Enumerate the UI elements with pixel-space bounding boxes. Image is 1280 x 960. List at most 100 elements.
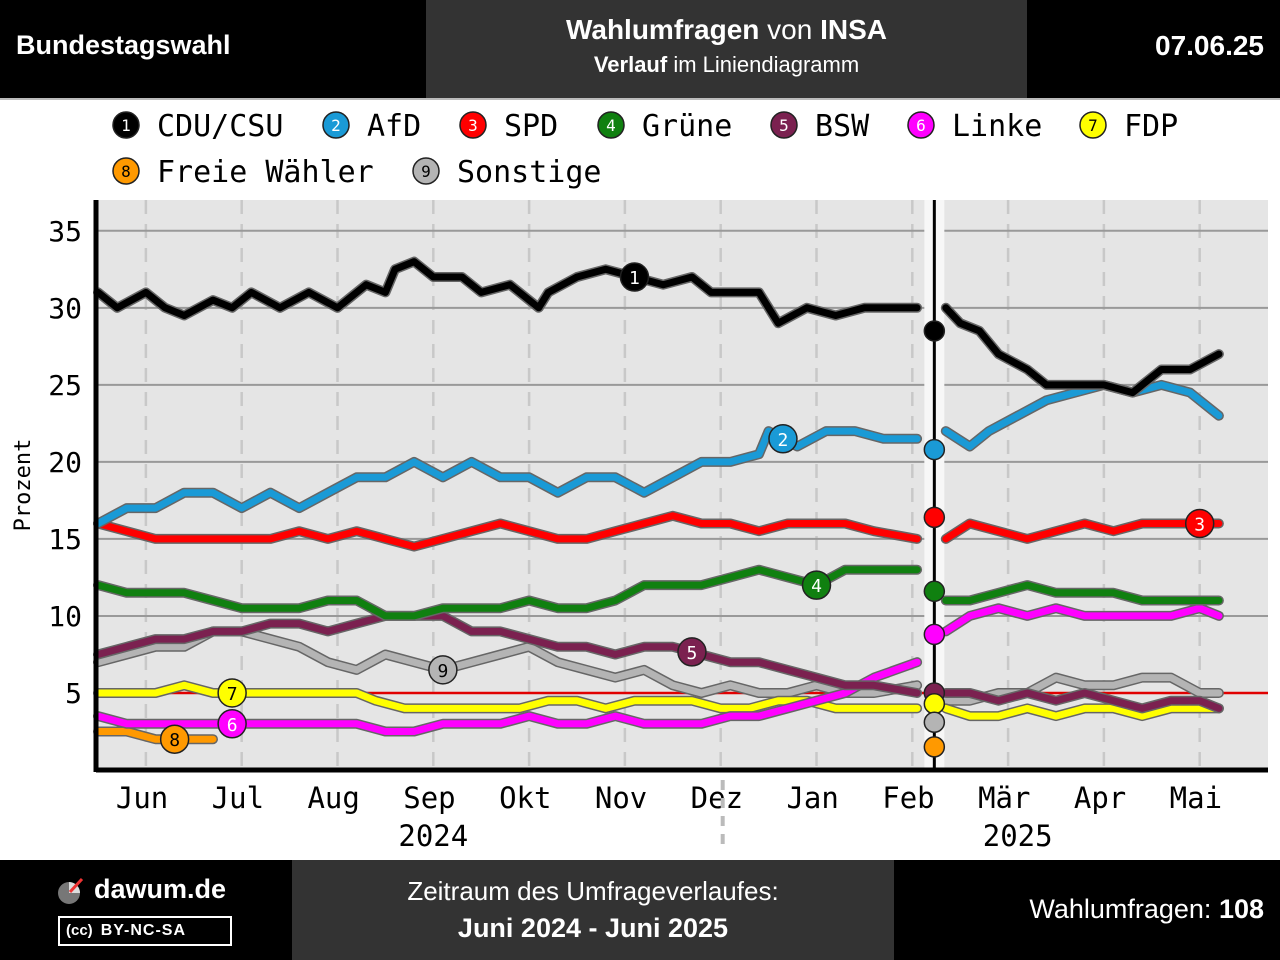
legend-number-spd: 3 [468, 116, 478, 135]
legend-number-afd: 2 [331, 116, 341, 135]
series-label-number-freie-waehler: 8 [169, 730, 180, 751]
x-tick-label: Mai [1170, 781, 1222, 815]
series-label-sonstige: 9 [428, 655, 458, 685]
series-line-fdp [942, 704, 1223, 720]
series-label-number-bsw: 5 [687, 643, 698, 664]
legend-label-fdp: FDP [1124, 109, 1178, 144]
series-line-afd [942, 381, 1223, 450]
election-result-linke [923, 623, 946, 646]
series-label-marker-linke [217, 709, 247, 739]
legend-marker-bsw [770, 111, 798, 139]
legend-label-bsw: BSW [815, 109, 870, 144]
series-label-number-cdu-csu: 1 [629, 268, 640, 289]
series-label-marker-sonstige [428, 655, 458, 685]
election-result-freie-waehler [923, 736, 946, 758]
x-tick-label: Jan [786, 781, 838, 815]
election-result-fdp [923, 693, 946, 715]
series-label-number-fdp: 7 [227, 684, 238, 705]
poll-count: Wahlumfragen: 108 [1029, 894, 1264, 924]
series-label-marker-afd [768, 424, 798, 454]
dawum-logo-icon [58, 877, 84, 904]
y-axis-label: Prozent [11, 439, 36, 532]
legend-label-afd: AfD [367, 109, 421, 144]
y-tick-label: 5 [65, 677, 82, 710]
series-line-cdu-csu [94, 258, 921, 327]
period-block: Zeitraum des Umfrageverlaufes: Juni 2024… [292, 860, 894, 960]
series-label-marker-freie-waehler [159, 724, 190, 754]
series-label-marker-spd [1184, 508, 1215, 539]
legend-marker-sonstige [412, 157, 440, 185]
poll-chart: 1 CDU/CSU 2 AfD 3 SPD 4 Grüne 5 BSW 6 Linke 7 FDP 8 Fre… [11, 109, 1268, 853]
x-tick-label: Jul [212, 781, 264, 815]
legend-item-afd: 2 AfD [322, 109, 421, 144]
legend-marker-linke [907, 111, 935, 139]
series-label-gruene: 4 [801, 570, 832, 600]
header-bar: Bundestagswahl Wahlumfragen von INSA Ver… [0, 0, 1280, 98]
election-name: Bundestagswahl [16, 30, 231, 60]
year-label: 2025 [983, 819, 1053, 853]
legend-item-fdp: 7 FDP [1079, 109, 1178, 144]
series-line-gruene [942, 581, 1223, 604]
x-tick-label: Feb [882, 781, 934, 815]
license-badge[interactable]: (cc) BY-NC-SA [58, 916, 232, 946]
y-tick-label: 20 [48, 446, 82, 479]
election-result-spd [923, 506, 946, 529]
legend-item-spd: 3 SPD [459, 109, 558, 144]
series-label-freie-waehler: 8 [159, 724, 190, 754]
legend-label-linke: Linke [952, 109, 1042, 144]
y-tick-label: 10 [48, 600, 82, 633]
election-result-sonstige [923, 711, 946, 733]
series-label-number-spd: 3 [1194, 515, 1205, 536]
legend-marker-gruene [597, 111, 625, 139]
y-tick-label: 30 [48, 292, 82, 325]
header-date: 07.06.25 [1155, 30, 1264, 61]
legend-marker-freie-waehler [112, 157, 140, 185]
series-line-spd [942, 520, 1223, 543]
site-name[interactable]: dawum.de [94, 874, 227, 904]
y-tick-label: 25 [48, 369, 82, 402]
series-label-afd: 2 [768, 424, 798, 454]
period-value: Juni 2024 - Juni 2025 [457, 913, 729, 943]
x-tick-label: Nov [595, 781, 647, 815]
series-label-marker-gruene [801, 570, 832, 600]
legend-label-freie-waehler: Freie Wähler [157, 155, 374, 190]
x-tick-label: Okt [499, 781, 551, 815]
legend-label-gruene: Grüne [642, 109, 732, 144]
legend-item-linke: 6 Linke [907, 109, 1042, 144]
x-tick-label: Aug [307, 781, 359, 815]
legend-label-sonstige: Sonstige [457, 155, 602, 190]
footer-brand: dawum.de (cc) BY-NC-SA [0, 860, 290, 960]
series-label-number-sonstige: 9 [437, 661, 448, 682]
series-line-linke [942, 604, 1223, 635]
election-result-gruene [923, 580, 946, 603]
legend-number-linke: 6 [916, 116, 926, 135]
series-line-bsw [94, 612, 921, 697]
legend-item-sonstige: 9 Sonstige [412, 155, 602, 190]
header-divider [0, 98, 1280, 100]
series-label-number-linke: 6 [227, 715, 238, 736]
election-result-cdu-csu [923, 320, 946, 342]
x-tick-label: Dez [691, 781, 743, 815]
year-label: 2024 [398, 819, 468, 853]
series-line-spd [94, 512, 921, 551]
x-tick-label: Jun [116, 781, 168, 815]
y-tick-label: 15 [48, 523, 82, 556]
legend-label-spd: SPD [504, 109, 558, 144]
legend-number-freie-waehler: 8 [121, 162, 131, 181]
legend-item-gruene: 4 Grüne [597, 109, 732, 144]
legend: 1 CDU/CSU 2 AfD 3 SPD 4 Grüne 5 BSW 6 Linke 7 FDP 8 Fre… [112, 109, 1178, 190]
legend-item-freie-waehler: 8 Freie Wähler [112, 155, 374, 190]
legend-marker-cdu-csu [112, 111, 140, 139]
series-label-marker-bsw [677, 637, 707, 667]
series-label-number-afd: 2 [778, 430, 789, 451]
legend-marker-fdp [1079, 111, 1107, 139]
legend-marker-spd [459, 111, 487, 139]
series-line-gruene [94, 566, 921, 620]
series-label-marker-fdp [217, 678, 247, 708]
series-label-spd: 3 [1184, 508, 1215, 539]
series-label-bsw: 5 [677, 637, 707, 667]
legend-number-fdp: 7 [1088, 116, 1098, 135]
legend-number-bsw: 5 [779, 116, 789, 135]
series-label-number-gruene: 4 [811, 576, 822, 597]
